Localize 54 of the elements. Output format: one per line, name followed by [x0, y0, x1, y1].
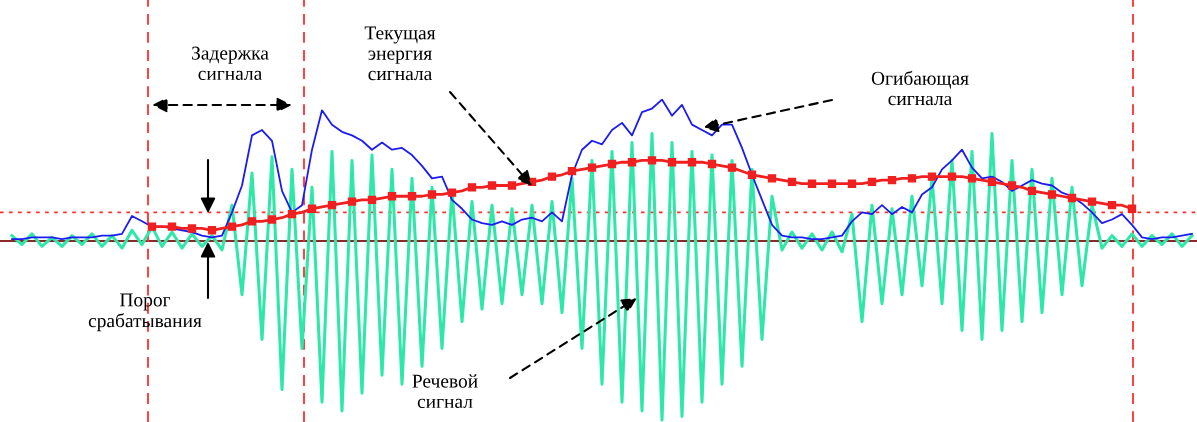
point [887, 175, 897, 185]
point [167, 222, 177, 231]
point [607, 159, 617, 169]
point [547, 172, 557, 181]
point [927, 172, 937, 181]
point [147, 222, 157, 231]
point [627, 158, 637, 167]
point [287, 209, 297, 219]
point [447, 188, 457, 197]
point [767, 174, 777, 183]
point [1127, 204, 1137, 213]
point [1087, 197, 1097, 206]
point [967, 174, 977, 183]
point [587, 163, 597, 172]
point [407, 192, 417, 201]
point [647, 156, 657, 165]
point [827, 179, 837, 188]
point [187, 224, 197, 233]
point [387, 192, 397, 201]
text: Текущая энергия сигнала [364, 26, 436, 81]
point [207, 226, 217, 235]
annotation: Порог срабатывания [88, 293, 202, 332]
point [467, 183, 477, 192]
point [727, 163, 737, 172]
point [687, 158, 697, 167]
point [867, 177, 877, 187]
text: Задержка сигнала [192, 46, 269, 81]
point [487, 181, 497, 190]
point [707, 159, 717, 169]
point [787, 177, 797, 187]
point [947, 172, 957, 181]
annotation: Речевой сигнал [412, 374, 478, 409]
point [307, 204, 317, 213]
point [1107, 201, 1117, 210]
point [327, 201, 337, 210]
point [1047, 190, 1057, 199]
point [667, 158, 677, 167]
point [987, 177, 997, 187]
point [247, 217, 257, 226]
point [347, 197, 357, 206]
annotation: Огибающая сигнала [871, 70, 969, 106]
point [267, 215, 277, 224]
point [427, 190, 437, 199]
point [747, 170, 757, 179]
point [807, 179, 817, 188]
point [1027, 186, 1037, 196]
point [507, 181, 517, 190]
point [567, 167, 577, 176]
point [1067, 193, 1077, 203]
point [227, 222, 237, 231]
point [847, 179, 857, 188]
point [367, 195, 377, 204]
point [1007, 181, 1017, 190]
point [907, 174, 917, 183]
